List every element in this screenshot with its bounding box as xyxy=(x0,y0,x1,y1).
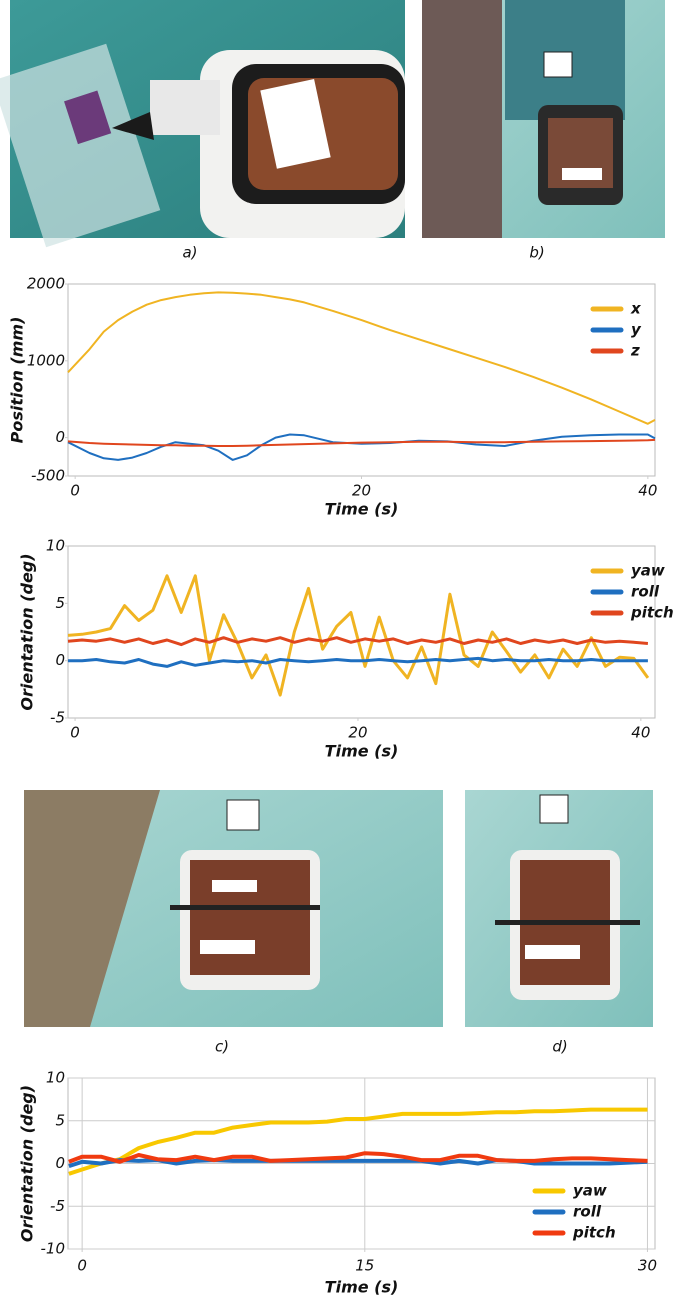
y-tick-label: -10 xyxy=(41,1240,66,1258)
y-tick-label: 5 xyxy=(55,594,65,612)
y-tick-label: 2000 xyxy=(27,275,65,293)
x-tick-label: 15 xyxy=(355,1257,374,1275)
legend-label: y xyxy=(631,321,642,339)
x-tick-label: 0 xyxy=(77,1257,87,1275)
plot-frame xyxy=(67,283,656,477)
y-tick-label: -5 xyxy=(50,709,65,727)
y-axis-label: Position (mm) xyxy=(8,317,27,444)
y-tick-label: 10 xyxy=(46,1069,65,1087)
photo-d xyxy=(465,790,653,1027)
y-tick-label: 0 xyxy=(55,428,65,446)
data-line xyxy=(67,291,656,425)
y-axis-label: Orientation (deg) xyxy=(18,1085,37,1242)
y-tick-label: -5 xyxy=(50,1197,65,1215)
legend-label: z xyxy=(630,342,640,360)
x-tick-label: 0 xyxy=(70,482,80,500)
legend-label: roll xyxy=(573,1203,602,1221)
x-axis-label: Time (s) xyxy=(325,1278,399,1297)
panel-label: c) xyxy=(215,1038,229,1056)
y-tick-label: 0 xyxy=(55,651,65,669)
plot-frame xyxy=(67,545,656,719)
legend-label: roll xyxy=(631,583,660,601)
data-line xyxy=(67,574,650,697)
panel-label: b) xyxy=(529,244,544,262)
x-axis-label: Time (s) xyxy=(325,500,399,519)
data-line xyxy=(67,636,649,647)
x-tick-label: 40 xyxy=(631,724,650,742)
y-tick-label: 0 xyxy=(55,1154,65,1172)
legend-label: yaw xyxy=(631,562,665,580)
x-tick-label: 30 xyxy=(638,1257,657,1275)
y-axis-label: Orientation (deg) xyxy=(18,553,37,710)
data-line xyxy=(67,433,656,461)
x-tick-label: 0 xyxy=(70,724,80,742)
legend-label: yaw xyxy=(573,1182,607,1200)
y-tick-label: 1000 xyxy=(27,351,65,369)
photo-a xyxy=(0,0,405,248)
data-line xyxy=(68,656,648,668)
x-tick-label: 20 xyxy=(348,724,367,742)
data-line xyxy=(68,1107,648,1176)
legend-label: x xyxy=(630,300,642,318)
photo-b xyxy=(422,0,665,238)
x-axis-label: Time (s) xyxy=(325,742,399,761)
legend-label: pitch xyxy=(630,604,674,622)
panel-label: d) xyxy=(552,1038,567,1056)
y-tick-label: -500 xyxy=(31,467,65,485)
data-line xyxy=(67,438,656,447)
y-tick-label: 10 xyxy=(46,537,65,555)
x-tick-label: 20 xyxy=(352,482,371,500)
photo-c xyxy=(24,790,443,1027)
legend-label: pitch xyxy=(572,1224,616,1242)
y-tick-label: 5 xyxy=(55,1111,65,1129)
panel-label: a) xyxy=(182,244,197,262)
x-tick-label: 40 xyxy=(638,482,657,500)
data-line xyxy=(68,1151,648,1164)
